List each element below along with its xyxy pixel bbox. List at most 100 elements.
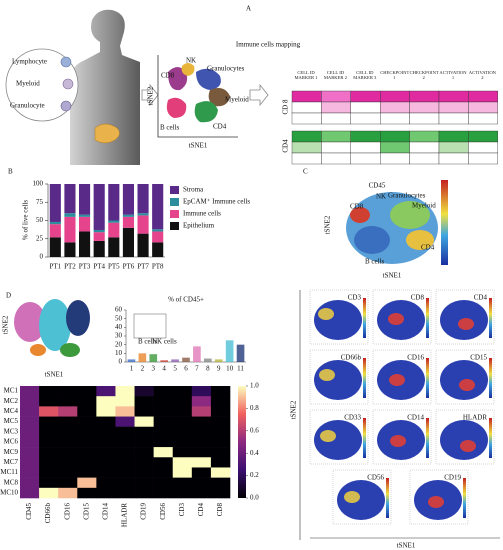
row-label: MC10 xyxy=(0,489,18,497)
marker-title: CD16 xyxy=(407,354,424,362)
marker-hot xyxy=(344,491,360,503)
tsne-cloud xyxy=(60,343,80,357)
tsne-cloud xyxy=(14,302,46,342)
table-cell xyxy=(438,112,469,125)
bar-segment xyxy=(93,232,105,241)
marker-colorbar xyxy=(426,418,429,458)
table-cell xyxy=(350,112,381,125)
table-cell xyxy=(468,90,498,103)
heatmap-cell xyxy=(172,457,193,468)
legend-swatch xyxy=(170,198,179,206)
marker-title: CD33 xyxy=(344,414,361,422)
heatmap-cell xyxy=(77,396,97,407)
heatmap-cell xyxy=(134,487,154,499)
heatmap-cell xyxy=(191,477,212,489)
column-label: CD14 xyxy=(102,503,110,520)
heatmap-cell xyxy=(191,436,212,448)
marker-hot xyxy=(460,440,476,452)
table-cell xyxy=(291,130,322,143)
heatmap-colorbar xyxy=(238,386,246,498)
x-tick-label: PT2 xyxy=(64,263,76,271)
column-label: CD8 xyxy=(216,503,224,517)
heatmap-cell xyxy=(58,436,78,448)
table-cell xyxy=(321,112,351,125)
table-cell xyxy=(438,90,469,103)
legend-label: Stroma xyxy=(183,186,204,194)
heatmap-cell xyxy=(134,447,154,458)
heatmap-cell xyxy=(20,396,40,407)
axis-line xyxy=(299,290,500,540)
heatmap-cell xyxy=(191,426,212,438)
table-cell xyxy=(409,112,440,125)
x-tick-label: 5 xyxy=(173,365,177,373)
table-cell xyxy=(291,90,322,103)
table-cell xyxy=(350,152,381,165)
chart-title: % of CD45+ xyxy=(168,296,204,304)
heatmap-cell xyxy=(210,386,231,397)
heatmap-cell xyxy=(58,396,78,407)
heatmap-cell xyxy=(96,416,116,428)
table-header: CHECKPOINT 1 xyxy=(380,70,410,80)
heatmap-cell xyxy=(210,457,231,468)
marker-hot xyxy=(319,369,335,381)
bar xyxy=(193,346,201,362)
x-tick-label: PT1 xyxy=(49,263,61,271)
bar xyxy=(149,354,158,362)
heatmap-cell xyxy=(115,477,135,489)
axis-label: % of live cells xyxy=(22,200,30,241)
marker-colorbar xyxy=(489,298,492,338)
heatmap-cell xyxy=(39,396,59,407)
heatmap-cell xyxy=(39,416,59,428)
heatmap-cell xyxy=(134,477,154,489)
marker-colorbar xyxy=(386,478,389,518)
table-cell xyxy=(409,90,440,103)
cluster-label: CD4 xyxy=(213,123,227,131)
heatmap-cell xyxy=(191,386,212,397)
bar-segment xyxy=(122,184,134,215)
colorbar-label: 0.0 xyxy=(250,494,259,502)
table-cell xyxy=(468,112,498,125)
row-label: CD 8 xyxy=(282,99,290,114)
heatmap-cell xyxy=(210,447,231,458)
heatmap-cell xyxy=(96,406,116,417)
heatmap-cell xyxy=(58,457,78,468)
colorbar-label: 1.0 xyxy=(250,382,259,390)
marker-hot xyxy=(390,435,406,447)
heatmap-cell xyxy=(77,386,97,397)
marker-colorbar xyxy=(426,358,429,398)
heatmap-cell xyxy=(134,386,154,397)
tsne-cloud xyxy=(66,300,90,336)
inset-box xyxy=(133,313,167,339)
cluster-label: Myeloid xyxy=(225,96,249,104)
heatmap-cell xyxy=(153,396,174,407)
heatmap-cell xyxy=(134,457,154,468)
marker-title: HLADR xyxy=(463,414,487,422)
x-tick-label: 7 xyxy=(195,365,199,373)
bar-segment xyxy=(64,216,76,243)
bar-segment xyxy=(49,237,61,257)
heatmap-cell xyxy=(210,426,231,438)
axis-label: tSNE1 xyxy=(45,371,64,379)
bar-segment xyxy=(49,184,61,222)
table-cell xyxy=(321,90,351,103)
y-tick-label: 30 xyxy=(115,332,123,340)
row-label: MC7 xyxy=(4,458,19,466)
heatmap-cell xyxy=(115,487,135,499)
table-cell xyxy=(380,112,410,125)
row-label: MC1 xyxy=(4,387,19,395)
bar xyxy=(204,358,212,362)
axis-label: tSNE2 xyxy=(2,315,10,334)
heatmap-cell xyxy=(153,477,174,489)
heatmap-cell xyxy=(77,487,97,499)
person-silhouette xyxy=(67,9,140,166)
cell-bubble xyxy=(5,48,79,122)
heatmap-cell xyxy=(115,406,135,417)
tsne-cloud xyxy=(30,344,46,356)
table-cell xyxy=(291,152,322,165)
y-tick-label: 50 xyxy=(115,314,123,322)
table-cell xyxy=(350,130,381,143)
heatmap-cell xyxy=(153,416,174,428)
row-label: MC8 xyxy=(4,478,19,486)
y-tick-label: 40 xyxy=(115,323,123,331)
